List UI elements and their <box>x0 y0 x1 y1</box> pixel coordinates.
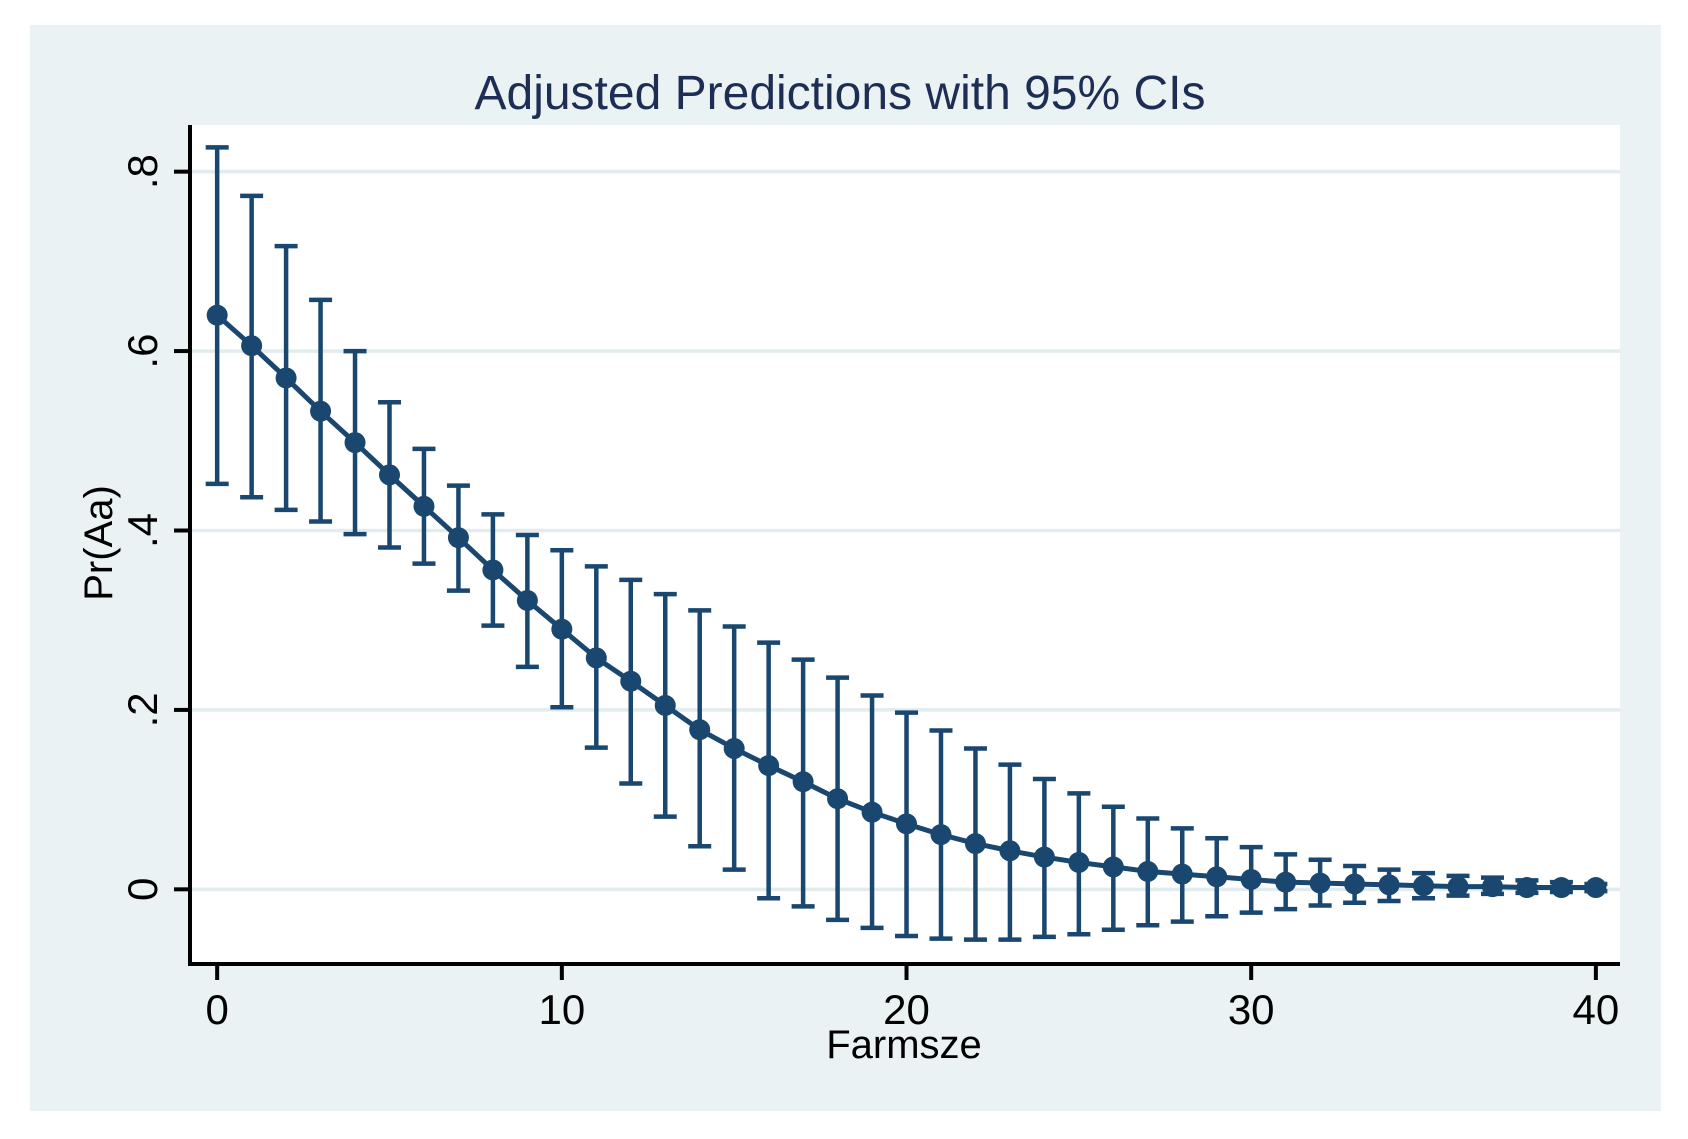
data-point-marker <box>275 367 297 389</box>
data-point-marker <box>689 719 711 741</box>
data-point-marker <box>310 400 332 422</box>
data-point-marker <box>1550 877 1572 899</box>
data-point-marker <box>654 694 676 716</box>
data-point-marker <box>516 589 538 611</box>
data-point-marker <box>1378 874 1400 896</box>
x-tick-label: 40 <box>1573 986 1620 1033</box>
data-point-marker <box>1137 860 1159 882</box>
data-point-marker <box>1206 866 1228 888</box>
data-point-marker <box>1068 851 1090 873</box>
data-point-marker <box>344 432 366 454</box>
data-point-marker <box>1516 877 1538 899</box>
data-point-marker <box>585 647 607 669</box>
data-point-marker <box>241 335 263 357</box>
x-tick-label: 10 <box>538 986 585 1033</box>
data-point-marker <box>1240 868 1262 890</box>
y-tick-label: 0 <box>119 878 166 901</box>
x-axis-ticks: 0 10 20 30 40 <box>205 966 1619 1033</box>
data-point-marker <box>1309 872 1331 894</box>
data-point-marker <box>1447 876 1469 898</box>
data-point-marker <box>1481 876 1503 898</box>
y-axis-label: Pr(Aa) <box>77 485 121 601</box>
prediction-markers <box>206 304 1607 899</box>
data-point-marker <box>551 618 573 640</box>
data-point-marker <box>620 670 642 692</box>
data-point-marker <box>758 755 780 777</box>
data-point-marker <box>482 559 504 581</box>
data-point-marker <box>1275 871 1297 893</box>
axes <box>188 125 1620 966</box>
y-tick-label: .2 <box>119 692 166 727</box>
x-tick-label: 0 <box>205 986 228 1033</box>
data-point-marker <box>379 464 401 486</box>
data-point-marker <box>1413 875 1435 897</box>
y-tick-label: .6 <box>119 334 166 369</box>
y-tick-label: .4 <box>119 513 166 548</box>
data-point-marker <box>413 495 435 517</box>
data-point-marker <box>861 801 883 823</box>
y-tick-label: .8 <box>119 154 166 189</box>
data-point-marker <box>930 824 952 846</box>
x-tick-label: 30 <box>1228 986 1275 1033</box>
x-tick-label: 20 <box>883 986 930 1033</box>
data-point-marker <box>1344 873 1366 895</box>
data-point-marker <box>964 833 986 855</box>
data-point-marker <box>827 788 849 810</box>
data-point-marker <box>1102 856 1124 878</box>
chart-title: Adjusted Predictions with 95% CIs <box>474 67 1205 120</box>
data-point-marker <box>1033 846 1055 868</box>
data-point-marker <box>896 813 918 835</box>
data-point-marker <box>999 840 1021 862</box>
data-point-marker <box>206 304 228 326</box>
x-axis-label: Farmsze <box>826 1023 982 1067</box>
y-axis-ticks: 0 .2 .4 .6 .8 <box>119 154 188 901</box>
data-point-marker <box>723 737 745 759</box>
data-point-marker <box>447 527 469 549</box>
data-point-marker <box>1585 877 1607 899</box>
data-point-marker <box>792 771 814 793</box>
data-point-marker <box>1171 863 1193 885</box>
